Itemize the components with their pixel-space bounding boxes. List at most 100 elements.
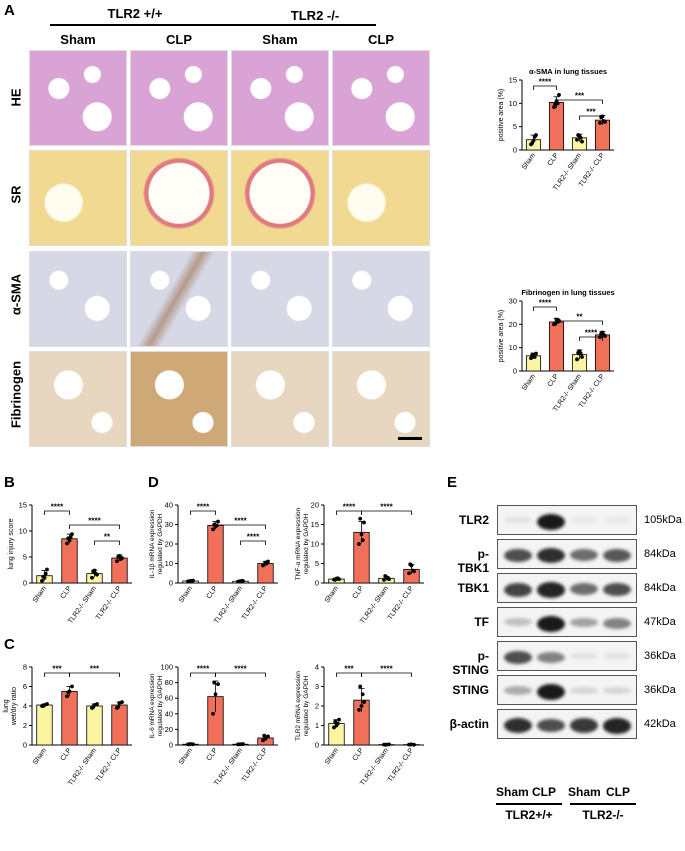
blot-band — [537, 651, 565, 663]
chart-asma: α-SMA in lung tissues 0 5 10 15 positive area… — [494, 62, 644, 237]
col-header-sham-wt: Sham — [60, 32, 96, 47]
panel-letter-e: E — [447, 474, 458, 491]
histology-tile — [332, 50, 430, 146]
x-tick-label: CLP — [60, 585, 74, 600]
scale-bar — [398, 437, 422, 440]
y-axis-label: lung — [3, 699, 10, 712]
data-point — [580, 139, 584, 144]
x-tick-label: TLR2-/- Sham — [359, 585, 390, 625]
data-point — [578, 135, 583, 140]
sig-label: **** — [539, 299, 552, 308]
x-tick-label: TLR2-/- CLP — [241, 585, 269, 621]
data-point — [213, 692, 218, 697]
data-point — [575, 137, 579, 142]
blot-band — [603, 516, 631, 524]
x-tick-label: TLR2-/- CLP — [95, 747, 123, 783]
blot-band — [603, 652, 631, 660]
chart-tlr2: 0 1 2 3 4 TLR2 mRNA expression regulated by GA… — [295, 650, 436, 805]
data-point — [408, 742, 413, 747]
data-point — [359, 532, 364, 537]
data-point — [383, 574, 388, 578]
blot-strip — [497, 539, 637, 569]
blot-band — [504, 516, 532, 524]
y-tick-label: 20 — [165, 725, 173, 734]
blot-strip — [497, 505, 637, 535]
y-tick-label: 20 — [165, 540, 173, 549]
data-point — [66, 690, 71, 695]
histology-tile — [332, 150, 430, 246]
y-tick-label: 30 — [509, 297, 517, 306]
x-tick-label: Sham — [324, 747, 340, 766]
lane-label-4: CLP — [606, 785, 630, 799]
blot-band — [537, 514, 565, 530]
y-tick-label: 100 — [160, 663, 173, 672]
data-point — [387, 742, 391, 747]
data-point — [357, 542, 361, 546]
data-point — [118, 557, 123, 561]
y-axis-label: TNF-α mRNA expression — [295, 507, 302, 580]
genotype-wt-rule — [50, 24, 230, 26]
group-label-ko: TLR2-/- — [582, 808, 624, 822]
y-axis-label: regulated by GAPDH — [303, 675, 310, 736]
bar — [36, 704, 53, 746]
data-point — [408, 562, 413, 567]
y-tick-label: 2 — [23, 721, 27, 730]
data-point — [335, 721, 340, 726]
blot-kda-label: 42kDa — [644, 718, 676, 730]
blot-band — [504, 650, 532, 665]
bar — [111, 704, 128, 746]
y-axis-label: regulated by GAPDH — [303, 513, 310, 574]
y-axis-label: IL-1β mRNA expression — [149, 509, 156, 578]
y-tick-label: 60 — [165, 694, 173, 703]
sig-bracket — [361, 510, 412, 515]
sig-label: ** — [104, 533, 111, 542]
sig-label: **** — [234, 517, 247, 526]
y-axis-label: positive area (%) — [498, 89, 505, 142]
sig-label: **** — [247, 533, 260, 542]
panel-letter-a: A — [4, 2, 15, 19]
y-tick-label: 0 — [23, 579, 27, 588]
y-tick-label: 0 — [169, 579, 173, 588]
sig-label: **** — [234, 665, 247, 674]
blot-row-label: TLR2 — [459, 513, 489, 527]
x-tick-label: Sham — [32, 747, 48, 766]
data-point — [575, 357, 579, 362]
y-tick-label: 0 — [23, 741, 27, 750]
data-point — [65, 694, 69, 699]
chart-tnfa: 0 5 10 15 20 TNF-α mRNA expression regulated b… — [295, 488, 436, 643]
lane-label-1: Sham — [496, 785, 529, 799]
x-tick-label: CLP — [547, 373, 561, 388]
y-axis-label: wet/dry ratio — [11, 687, 18, 726]
data-point — [383, 742, 388, 747]
data-point — [189, 578, 194, 583]
blot-band — [537, 616, 565, 632]
histology-tile — [231, 150, 329, 246]
data-point — [412, 742, 416, 747]
sig-label: **** — [51, 503, 64, 512]
blot-kda-label: 84kDa — [644, 582, 676, 594]
y-tick-label: 6 — [23, 682, 27, 691]
blot-band — [570, 583, 598, 596]
blot-band — [504, 618, 532, 627]
data-point — [241, 742, 245, 746]
blot-strip — [497, 607, 637, 637]
sig-bracket — [336, 672, 362, 677]
histology-tile — [29, 251, 127, 347]
y-tick-label: 10 — [509, 343, 517, 352]
blot-band — [504, 686, 532, 696]
blot-band — [603, 718, 631, 734]
x-tick-label: TLR2-/- Sham — [67, 747, 98, 787]
data-point — [557, 93, 561, 97]
chart-fibrinogen: Fibrinogen in lung tissues 0 10 20 30 positiv… — [494, 283, 644, 458]
sig-bracket — [533, 85, 557, 90]
blot-row-label: STING — [452, 683, 489, 697]
data-point — [532, 355, 537, 359]
sig-bracket — [190, 510, 216, 515]
group-rule-ko — [570, 803, 636, 805]
blot-band — [603, 548, 631, 562]
y-tick-label: 40 — [165, 501, 173, 510]
histology-tile — [231, 251, 329, 347]
blot-band — [504, 548, 532, 563]
sig-bracket — [336, 510, 362, 515]
bar — [111, 557, 128, 584]
